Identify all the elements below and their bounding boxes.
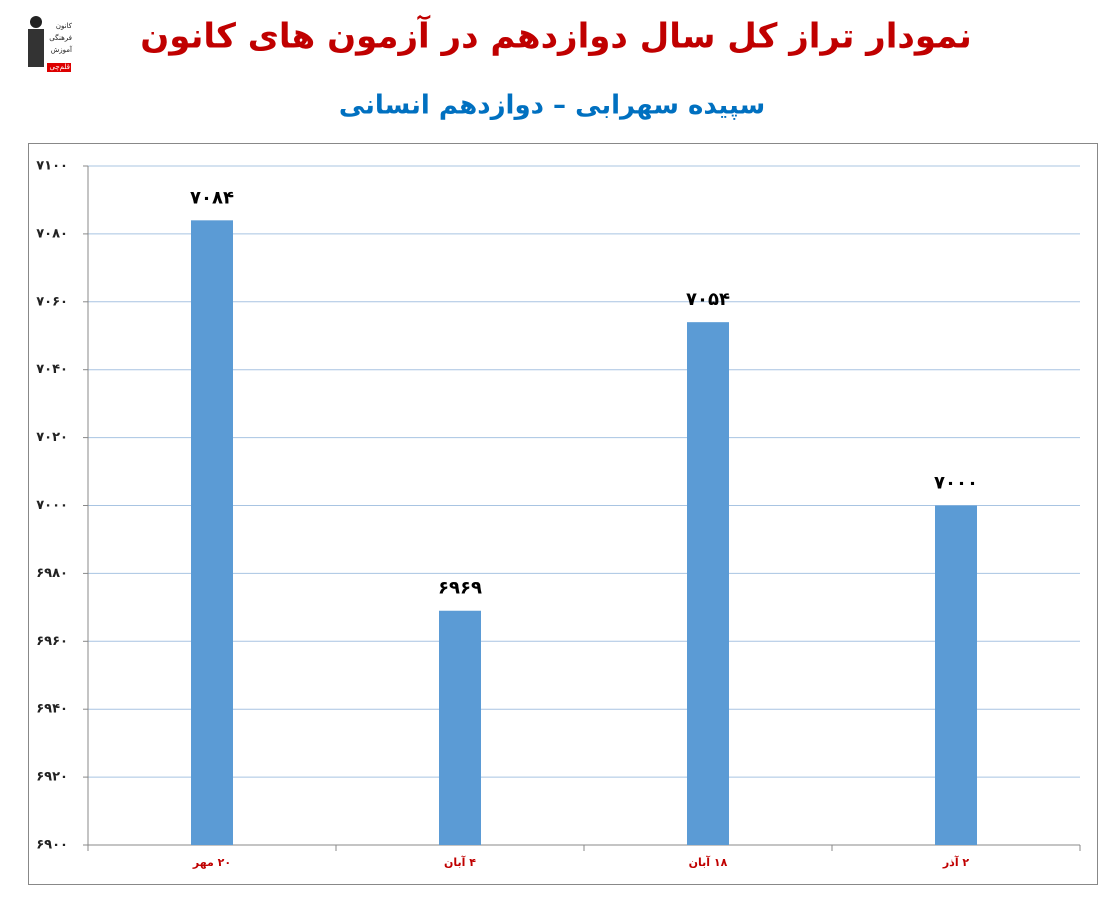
bar bbox=[439, 610, 481, 845]
chart-frame bbox=[28, 143, 1098, 885]
chart-title: نمودار تراز کل سال دوازدهم در آزمون های … bbox=[140, 15, 972, 57]
y-tick-label: ۷۰۴۰ bbox=[36, 362, 68, 377]
y-tick-label: ۷۰۶۰ bbox=[36, 294, 68, 309]
logo-icon bbox=[30, 16, 42, 28]
y-tick-label: ۷۱۰۰ bbox=[36, 159, 68, 174]
y-tick-label: ۶۹۴۰ bbox=[36, 702, 68, 717]
value-label: ۷۰۰۰ bbox=[934, 473, 978, 494]
x-tick-label: ۲۰ مهر bbox=[192, 856, 231, 869]
y-tick-label: ۶۹۲۰ bbox=[36, 770, 68, 785]
y-tick-label: ۶۹۰۰ bbox=[36, 838, 68, 853]
logo-icon bbox=[28, 29, 44, 67]
logo-text: فرهنگی bbox=[49, 33, 72, 42]
bar bbox=[191, 220, 233, 845]
logo-text: کانون bbox=[56, 22, 73, 30]
x-tick-label: ۱۸ آبان bbox=[689, 855, 728, 869]
value-label: ۷۰۵۴ bbox=[686, 289, 730, 310]
x-tick-label: ۴ آبان bbox=[444, 855, 476, 869]
y-tick-label: ۷۰۰۰ bbox=[36, 498, 68, 513]
logo-text: آموزش bbox=[51, 45, 73, 54]
logo-icon bbox=[47, 63, 71, 72]
bar bbox=[935, 505, 977, 845]
value-label: ۶۹۶۹ bbox=[438, 578, 482, 599]
x-tick-label: ۲ آذر bbox=[942, 855, 970, 869]
value-label: ۷۰۸۴ bbox=[190, 187, 234, 208]
logo-text: قلم‌چی bbox=[50, 63, 70, 71]
bar bbox=[687, 322, 729, 845]
logo: کانون فرهنگی آموزش قلم‌چی bbox=[22, 10, 73, 72]
y-tick-label: ۷۰۲۰ bbox=[36, 430, 68, 445]
y-tick-label: ۷۰۸۰ bbox=[36, 226, 68, 241]
y-tick-label: ۶۹۶۰ bbox=[36, 634, 68, 649]
chart-subtitle: سپیده سهرابی – دوازدهم انسانی bbox=[339, 91, 765, 121]
y-tick-label: ۶۹۸۰ bbox=[36, 566, 68, 581]
